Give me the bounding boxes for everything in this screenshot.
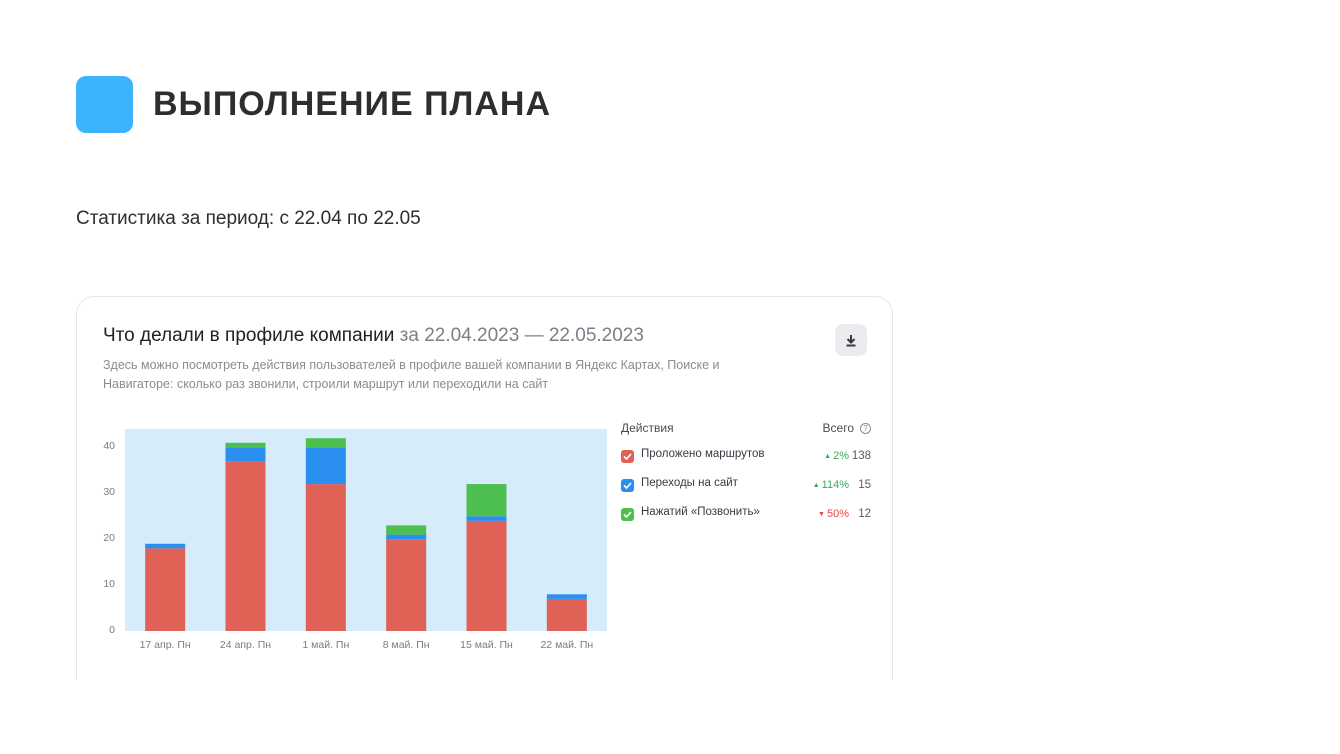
- profile-actions-card: Что делали в профиле компании за 22.04.2…: [76, 296, 893, 680]
- legend-delta: ▼ 50%: [818, 508, 849, 520]
- help-icon[interactable]: ?: [860, 422, 871, 434]
- checkmark-icon: [623, 511, 632, 518]
- bar-segment[interactable]: [386, 525, 427, 535]
- card-heading: Что делали в профиле компании за 22.04.2…: [103, 323, 644, 349]
- slide-subtitle: Статистика за период: с 22.04 по 22.05: [76, 208, 421, 229]
- bar-segment[interactable]: [225, 461, 266, 631]
- card-heading-period: за 22.04.2023 — 22.05.2023: [399, 325, 644, 346]
- legend-item: Переходы на сайт ▲ 114% 15: [621, 472, 871, 501]
- legend-label: Проложено маршрутов: [641, 448, 765, 460]
- legend-delta-value: 50%: [826, 508, 849, 520]
- bar-segment[interactable]: [546, 594, 587, 599]
- trend-up-icon: ▲: [812, 482, 820, 489]
- bar-segment[interactable]: [225, 442, 266, 448]
- actions-bar-chart: 0 10 20 30 40 17 апр. Пн 24 апр. Пн 1 май. Пн 8 …: [93, 417, 623, 657]
- y-tick-label: 30: [103, 486, 115, 499]
- card-heading-text: Что делали в профиле компании: [103, 325, 395, 346]
- legend-total: 138: [851, 450, 871, 462]
- bar-segment[interactable]: [145, 543, 186, 549]
- legend-total: 15: [858, 479, 871, 491]
- legend-label: Нажатий «Позвонить»: [641, 506, 760, 518]
- download-button[interactable]: [835, 324, 867, 356]
- plot-area: [125, 429, 607, 631]
- legend-total: 12: [858, 508, 871, 520]
- download-icon: [846, 334, 856, 346]
- legend-header: Действия Всего ?: [621, 421, 871, 443]
- bar-segment[interactable]: [305, 438, 346, 448]
- legend-total-header: Всего ?: [823, 421, 871, 435]
- bar-segment[interactable]: [145, 548, 186, 631]
- card-description: Здесь можно посмотреть действия пользова…: [103, 358, 720, 391]
- chart-svg: [125, 429, 607, 631]
- legend-item: Нажатий «Позвонить» ▼ 50% 12: [621, 501, 871, 530]
- legend-checkbox[interactable]: [621, 479, 634, 492]
- bar-segment[interactable]: [305, 484, 346, 631]
- slide-title: ВЫПОЛНЕНИЕ ПЛАНА: [153, 85, 552, 123]
- trend-down-icon: ▼: [818, 511, 825, 518]
- legend-actions-header: Действия: [621, 421, 674, 435]
- legend-item: Проложено маршрутов ▲ 2% 138: [621, 443, 871, 472]
- y-tick-label: 0: [109, 624, 115, 636]
- chart-legend: Действия Всего ? Проложено маршрутов ▲ 2% 1…: [621, 421, 871, 530]
- x-tick-label: 15 май. Пн: [460, 639, 513, 651]
- y-tick-label: 10: [103, 578, 115, 591]
- bar-segment[interactable]: [546, 598, 587, 631]
- x-tick-label: 22 май. Пн: [540, 639, 594, 651]
- legend-total-label: Всего: [822, 421, 854, 435]
- bar-segment[interactable]: [225, 447, 266, 462]
- checkmark-icon: [623, 453, 632, 460]
- legend-delta: ▲ 2%: [824, 450, 849, 462]
- x-tick-label: 8 май. Пн: [382, 639, 430, 651]
- legend-delta-value: 114%: [821, 479, 849, 491]
- bar-segment[interactable]: [305, 447, 346, 485]
- slide-logo-square: [76, 76, 133, 133]
- x-tick-label: 1 май. Пн: [302, 639, 350, 651]
- bar-segment[interactable]: [466, 484, 507, 517]
- bar-segment[interactable]: [466, 516, 507, 521]
- y-tick-label: 20: [103, 532, 115, 545]
- legend-delta-value: 2%: [833, 450, 849, 462]
- x-tick-label: 17 апр. Пн: [139, 639, 191, 651]
- checkmark-icon: [623, 482, 632, 489]
- bar-segment[interactable]: [386, 539, 427, 631]
- legend-checkbox[interactable]: [621, 450, 634, 463]
- bar-segment[interactable]: [466, 520, 507, 631]
- bar-segment[interactable]: [386, 534, 427, 540]
- legend-delta: ▲ 114%: [813, 479, 849, 491]
- trend-up-icon: ▲: [824, 453, 832, 460]
- legend-label: Переходы на сайт: [641, 477, 738, 489]
- y-tick-label: 40: [103, 440, 115, 453]
- x-tick-label: 24 апр. Пн: [219, 639, 272, 651]
- legend-checkbox[interactable]: [621, 508, 634, 521]
